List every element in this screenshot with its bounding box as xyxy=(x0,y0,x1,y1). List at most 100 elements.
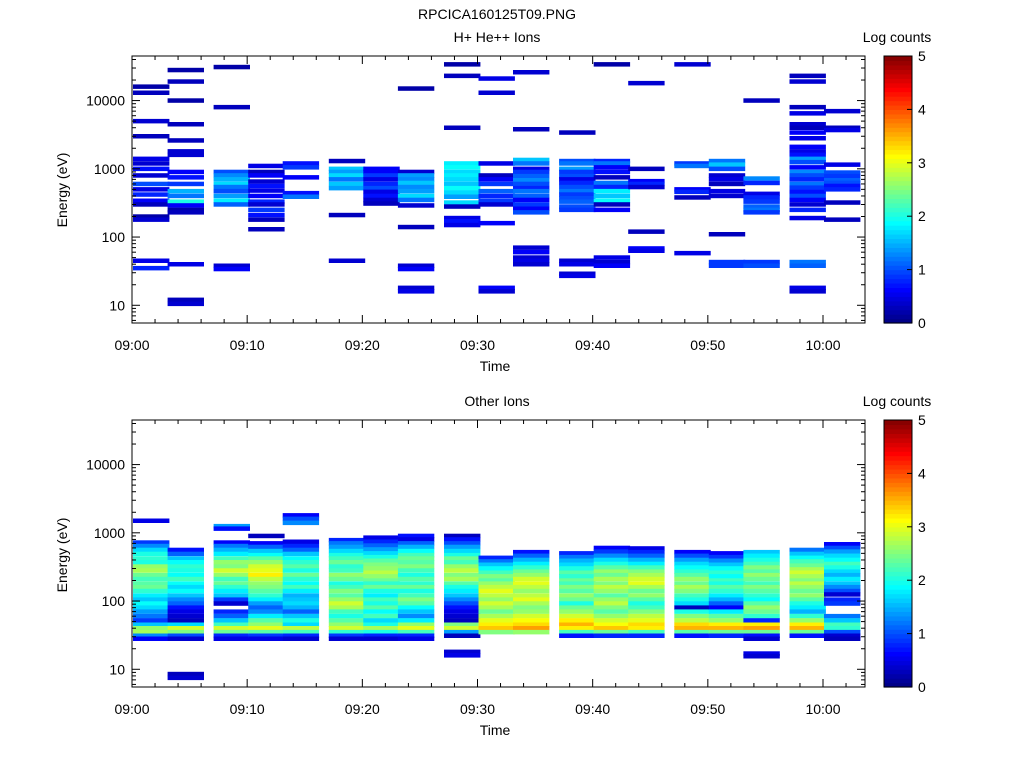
heatmap-cell xyxy=(167,301,204,307)
heatmap-cell xyxy=(789,169,826,175)
heatmap-cell xyxy=(789,122,826,127)
heatmap-cell xyxy=(628,229,665,234)
heatmap-cell xyxy=(213,556,250,561)
heatmap-cell xyxy=(397,588,435,594)
heatmap-cell xyxy=(167,572,204,578)
heatmap-cell xyxy=(328,564,366,569)
heatmap-cell xyxy=(743,576,780,582)
colorbar-segment xyxy=(884,500,912,506)
heatmap-cell xyxy=(282,633,320,638)
heatmap-cell xyxy=(708,551,746,556)
heatmap-cell xyxy=(363,189,400,195)
heatmap-cell xyxy=(133,633,170,638)
x-tick-label: 09:40 xyxy=(575,337,610,353)
colorbar-label: Log counts xyxy=(863,393,932,409)
heatmap-cell xyxy=(559,613,596,619)
heatmap-cell xyxy=(213,626,250,631)
colorbar-segment xyxy=(884,451,912,457)
colorbar-tick-label: 4 xyxy=(918,101,926,117)
heatmap-cell xyxy=(444,622,481,627)
colorbar-segment xyxy=(884,531,912,537)
heatmap-cell xyxy=(559,554,596,560)
heatmap-cell xyxy=(328,618,366,623)
colorbar-segment xyxy=(884,73,912,79)
heatmap-cell xyxy=(513,565,550,570)
colorbar-segment xyxy=(884,646,912,652)
heatmap-cell xyxy=(559,570,596,575)
heatmap-cell xyxy=(789,193,826,199)
heatmap-cell xyxy=(478,570,515,575)
heatmap-cell xyxy=(444,572,481,578)
heatmap-cell xyxy=(708,626,746,631)
heatmap-cell xyxy=(133,173,170,178)
heatmap-cell xyxy=(824,173,861,179)
heatmap-cell xyxy=(478,220,515,226)
heatmap-cell xyxy=(133,258,170,263)
colorbar-segment xyxy=(884,624,912,630)
heatmap-cell xyxy=(743,651,780,656)
heatmap-cell xyxy=(213,543,250,549)
heatmap-cell xyxy=(444,564,481,569)
heatmap-cell xyxy=(478,584,515,590)
colorbar-segment xyxy=(884,606,912,612)
heatmap-cell xyxy=(328,626,366,631)
colorbar-segment xyxy=(884,513,912,519)
colorbar-tick-label: 4 xyxy=(918,465,926,481)
heatmap-cell xyxy=(133,156,170,162)
heatmap-cell xyxy=(248,605,285,610)
heatmap-cell xyxy=(444,200,481,205)
heatmap-cell xyxy=(282,613,320,619)
heatmap-cell xyxy=(743,605,780,610)
heatmap-cell xyxy=(593,202,631,207)
heatmap-cell xyxy=(213,584,250,590)
heatmap-cell xyxy=(593,158,631,164)
heatmap-cell xyxy=(282,551,320,557)
heatmap-cell xyxy=(513,584,550,590)
heatmap-cell xyxy=(559,207,596,213)
heatmap-cell xyxy=(282,175,320,180)
heatmap-cell xyxy=(824,549,861,554)
heatmap-cell xyxy=(513,549,550,555)
colorbar-segment xyxy=(884,296,912,302)
heatmap-cell xyxy=(628,597,665,602)
x-tick-label: 09:10 xyxy=(230,337,265,353)
heatmap-cell xyxy=(133,198,170,203)
heatmap-cell xyxy=(248,548,285,554)
colorbar-segment xyxy=(884,238,912,244)
heatmap-cell xyxy=(789,563,826,568)
heatmap-cell xyxy=(133,540,170,545)
heatmap-cell xyxy=(248,207,285,213)
heatmap-cell xyxy=(789,173,826,178)
colorbar-segment xyxy=(884,562,912,568)
heatmap-cell xyxy=(282,165,320,170)
colorbar-segment xyxy=(884,602,912,608)
heatmap-cell xyxy=(593,259,631,265)
heatmap-cell xyxy=(559,609,596,614)
heatmap-cell xyxy=(674,549,711,555)
colorbar-segment xyxy=(884,314,912,320)
heatmap-cell xyxy=(824,170,861,175)
heatmap-cell xyxy=(789,626,826,631)
heatmap-cell xyxy=(397,193,435,199)
heatmap-cell xyxy=(213,104,250,110)
heatmap-cell xyxy=(789,104,826,110)
heatmap-cell xyxy=(213,184,250,190)
heatmap-cell xyxy=(213,593,250,598)
x-axis: 09:00 09:10 09:20 09:30 09:40 09:50 10:00 xyxy=(114,420,847,717)
y-tick-label: 10000 xyxy=(86,93,125,109)
heatmap-cell xyxy=(708,633,746,638)
colorbar-segment xyxy=(884,504,912,510)
heatmap-cell xyxy=(513,553,550,559)
y-tick-label: 10 xyxy=(109,297,125,313)
heatmap-cell xyxy=(282,513,320,518)
heatmap-cell xyxy=(213,523,250,529)
heatmap-cell xyxy=(743,572,780,578)
heatmap-cell xyxy=(708,554,746,560)
heatmap-cell xyxy=(133,217,170,222)
colorbar-segment xyxy=(884,145,912,151)
heatmap-cell xyxy=(213,64,250,70)
heatmap-cell xyxy=(133,265,170,271)
heatmap-cell xyxy=(397,552,435,558)
colorbar-segment xyxy=(884,535,912,541)
